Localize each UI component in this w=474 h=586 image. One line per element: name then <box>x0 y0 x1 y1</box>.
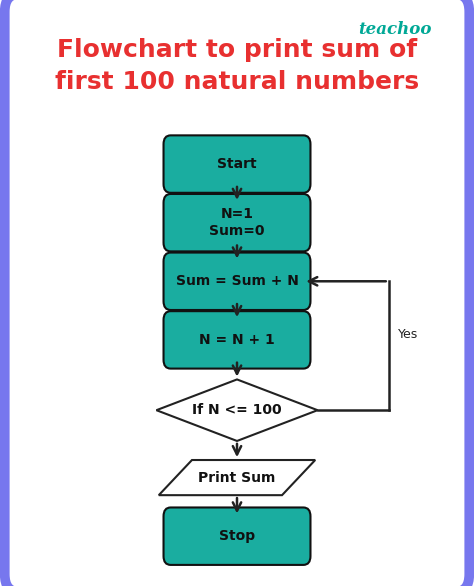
Polygon shape <box>156 380 318 441</box>
FancyBboxPatch shape <box>164 507 310 565</box>
Text: N = N + 1: N = N + 1 <box>199 333 275 347</box>
FancyBboxPatch shape <box>164 194 310 251</box>
FancyBboxPatch shape <box>164 311 310 369</box>
FancyBboxPatch shape <box>164 253 310 310</box>
FancyBboxPatch shape <box>5 0 469 586</box>
Polygon shape <box>159 460 315 495</box>
Text: teachoo: teachoo <box>358 21 431 38</box>
Text: Print Sum: Print Sum <box>198 471 276 485</box>
Text: Flowchart to print sum of
first 100 natural numbers: Flowchart to print sum of first 100 natu… <box>55 38 419 94</box>
Text: Start: Start <box>217 157 257 171</box>
Text: Sum = Sum + N: Sum = Sum + N <box>175 274 299 288</box>
Text: N=1
Sum=0: N=1 Sum=0 <box>209 207 265 239</box>
Text: Yes: Yes <box>398 328 419 340</box>
FancyBboxPatch shape <box>164 135 310 193</box>
Text: If N <= 100: If N <= 100 <box>192 403 282 417</box>
Text: Stop: Stop <box>219 529 255 543</box>
